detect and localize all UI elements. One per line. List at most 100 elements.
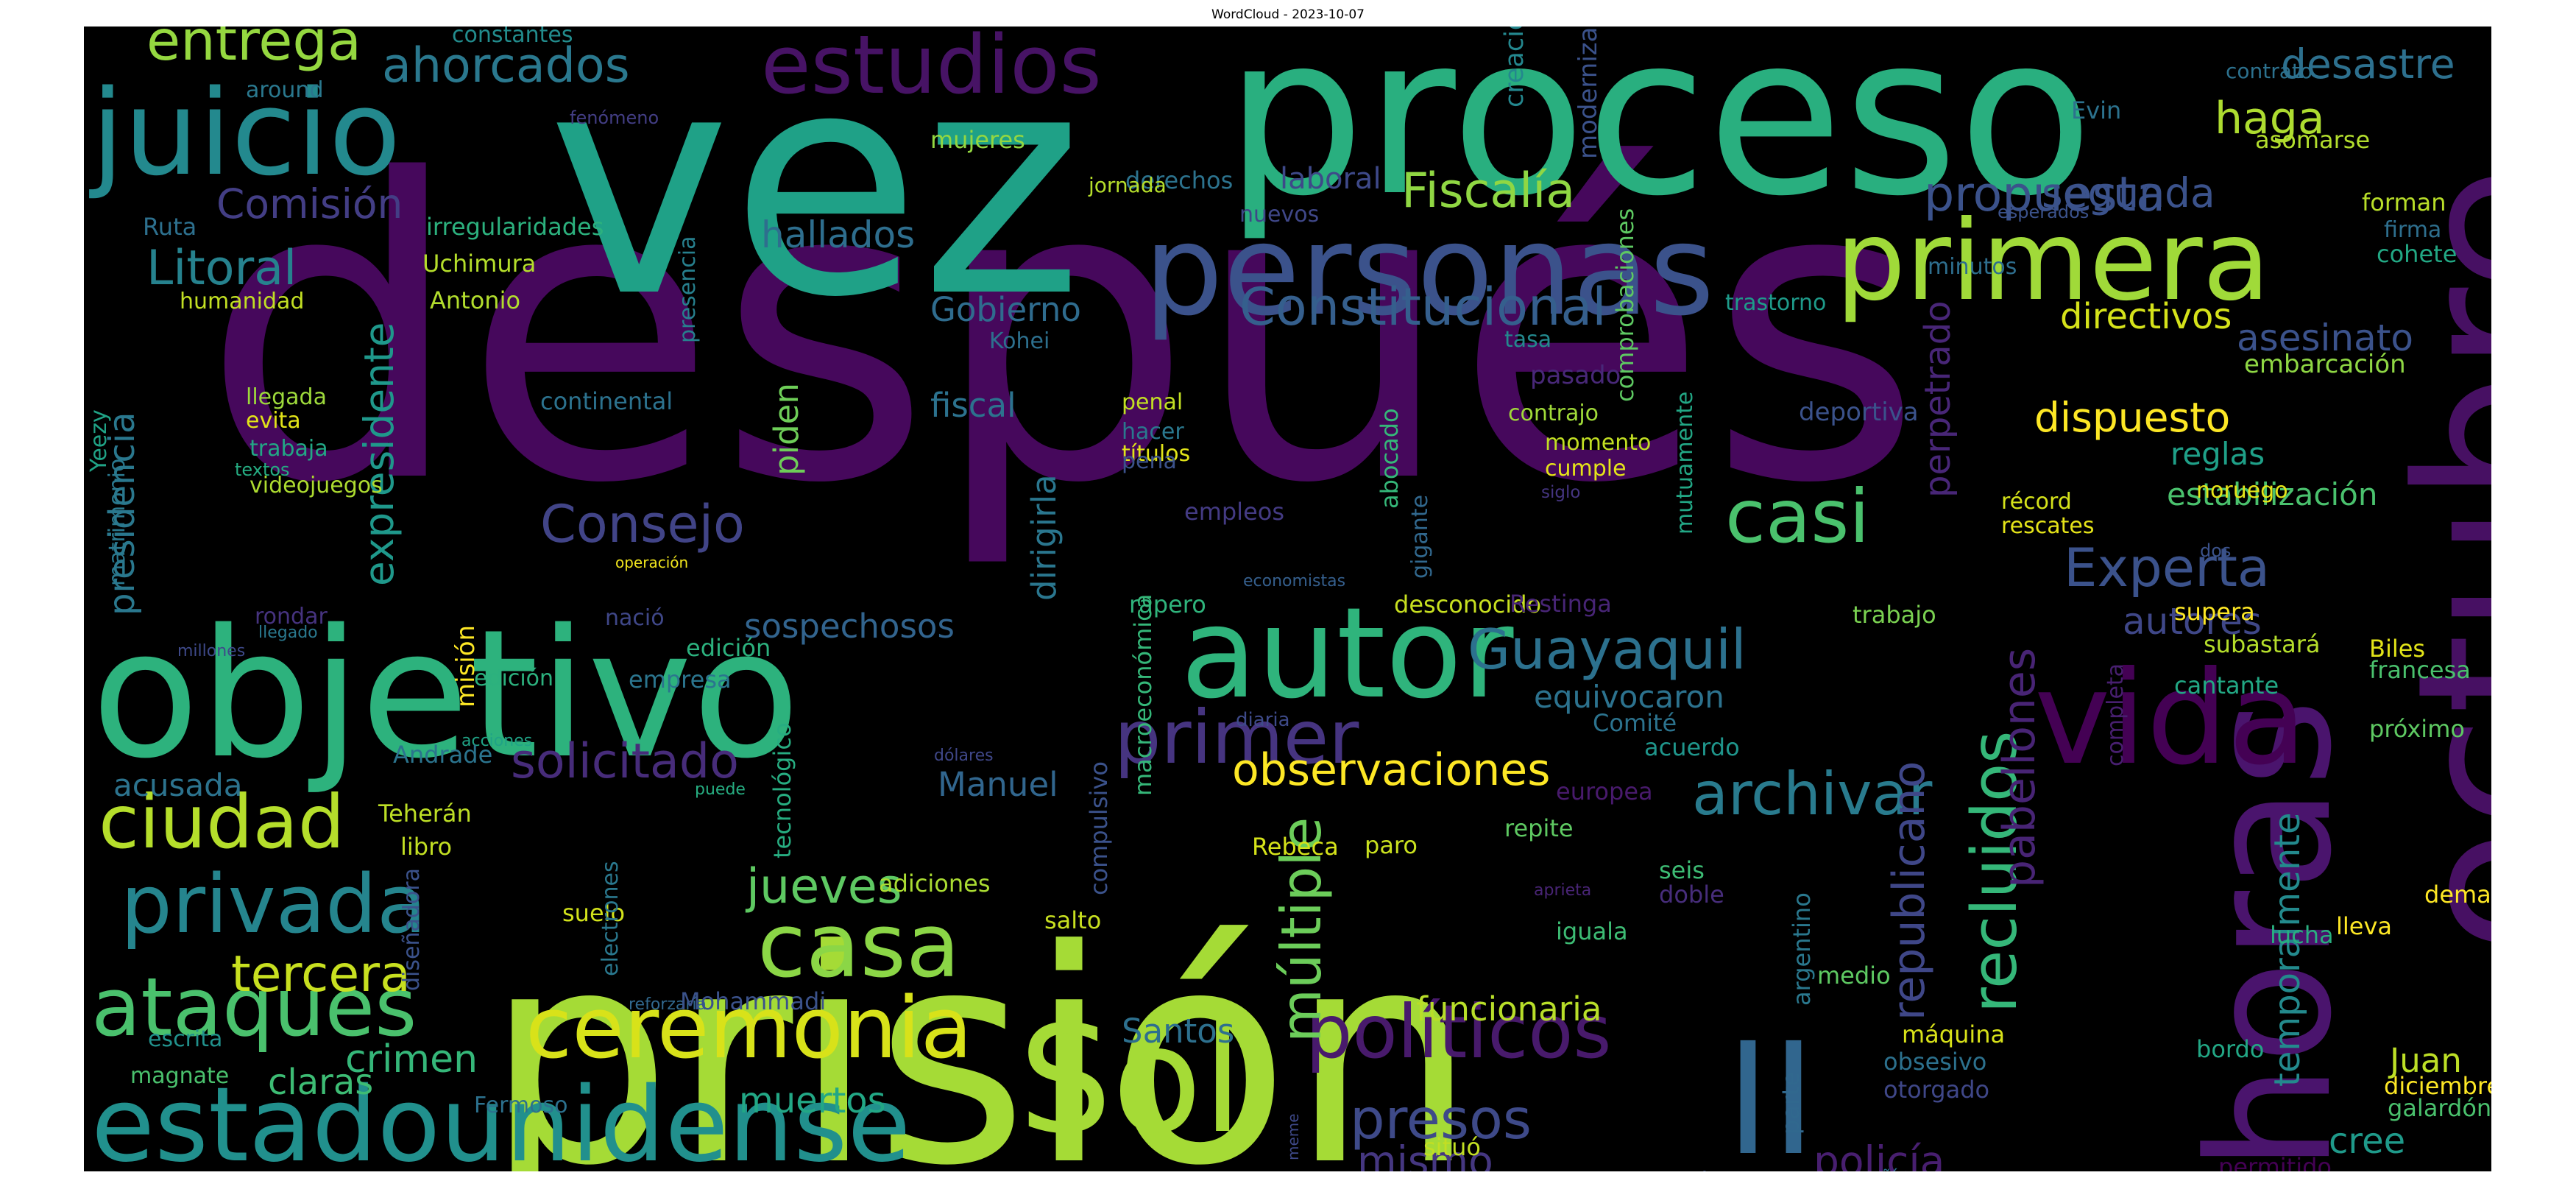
- word-jueves: jueves: [745, 859, 902, 914]
- word-francesa: francesa: [2369, 656, 2471, 684]
- word-mutuamente: mutuamente: [1672, 392, 1698, 535]
- word-horas: horas: [2173, 699, 2369, 1171]
- word-creacion: creación: [1500, 27, 1529, 107]
- word-expresidente: expresidente: [355, 322, 403, 586]
- word-derechos: derechos: [1125, 166, 1233, 194]
- word-deportiva: deportiva: [1799, 398, 1919, 427]
- word-argentino: argentino: [1788, 892, 1816, 1006]
- word-diciembre: diciembre: [2384, 1072, 2491, 1100]
- word-jornada: jornada: [1088, 173, 1167, 197]
- word-suelo: suelo: [562, 899, 625, 927]
- word-vida: vida: [2034, 644, 2307, 794]
- word-edicion: edición: [686, 634, 771, 662]
- word-asomarse: asomarse: [2255, 126, 2370, 154]
- word-guayaquil: Guayaquil: [1468, 617, 1747, 682]
- word-completa: completa: [2103, 663, 2129, 766]
- word-octubre: octubre: [2374, 166, 2491, 954]
- word-around: around: [246, 77, 323, 103]
- word-momento: momento: [1545, 430, 1651, 456]
- word-repite: repite: [1504, 814, 1574, 842]
- word-fiscalia: Fiscalía: [1401, 163, 1575, 219]
- word-mision: misión: [451, 625, 481, 708]
- word-matrimonio: matrimonio: [105, 459, 130, 586]
- word-europea: europea: [1556, 777, 1653, 805]
- word-compania: compañía: [1821, 1166, 1908, 1171]
- word-subastara: subastará: [2204, 630, 2320, 658]
- word-dolares: dólares: [934, 747, 994, 765]
- word-comision: Comisión: [216, 180, 403, 228]
- word-biles: Biles: [2369, 635, 2425, 663]
- word-firma: firma: [2384, 217, 2441, 243]
- word-ceremonia: ceremonia: [526, 979, 972, 1078]
- word-yeezy: Yeezy: [86, 409, 112, 473]
- word-comprobaciones: comprobaciones: [1611, 208, 1639, 402]
- word-manuel: Manuel: [938, 765, 1058, 804]
- word-presidencia: presidencia: [102, 412, 143, 616]
- word-salto: salto: [1044, 906, 1101, 934]
- word-minutos: minutos: [1928, 254, 2017, 280]
- word-hacer: hacer: [1122, 419, 1184, 445]
- word-propuesta: propuesta: [1924, 167, 2165, 222]
- word-estabilizacion: estabilización: [2167, 476, 2377, 512]
- word-prision: prisión: [485, 888, 1476, 1171]
- word-personas: personas: [1144, 198, 1714, 344]
- word-cree: cree: [2329, 1121, 2405, 1162]
- word-meme: meme: [1284, 1113, 1302, 1160]
- word-continental: continental: [540, 387, 673, 415]
- word-dirigirla: dirigirla: [1025, 474, 1064, 601]
- word-uchimura: Uchimura: [422, 250, 536, 278]
- word-proceso: proceso: [1225, 27, 2093, 244]
- word-hallados: hallados: [761, 214, 915, 256]
- word-rondar: rondar: [255, 604, 328, 629]
- word-temporalmente: temporalmente: [2267, 813, 2308, 1087]
- word-permitido: permitido: [2218, 1153, 2332, 1171]
- word-juicio: juicio: [89, 64, 401, 202]
- word-sol: Sol: [1019, 995, 1243, 1166]
- word-millones: millones: [177, 642, 245, 660]
- word-mohammadi: Mohammadi: [680, 987, 826, 1015]
- word-videojuegos: videojuegos: [250, 473, 383, 498]
- word-experta: Experta: [2064, 537, 2270, 599]
- word-solicitado: solicitado: [511, 734, 739, 789]
- word-embarcacion: embarcación: [2244, 350, 2406, 379]
- word-montevideo: Montevideo: [1282, 1168, 1420, 1171]
- word-autores: autores: [2123, 600, 2262, 643]
- word-privada: privada: [121, 857, 426, 951]
- word-proximo: próximo: [2369, 715, 2465, 743]
- chart-title: WordCloud - 2023-10-07: [1211, 7, 1365, 22]
- word-juan: Juan: [2388, 1041, 2462, 1080]
- word-kohei: Kohei: [989, 328, 1050, 354]
- word-otorgado: otorgado: [1883, 1076, 1989, 1104]
- word-trastorno: trastorno: [1725, 290, 1826, 316]
- word-crimen: crimen: [345, 1037, 478, 1082]
- word-sospechosos: sospechosos: [744, 607, 955, 646]
- word-mujeres: mujeres: [930, 126, 1025, 154]
- word-ii: II: [1725, 1009, 1816, 1171]
- word-seis: seis: [1659, 856, 1705, 884]
- word-doble: doble: [1659, 881, 1724, 909]
- word-restinga: Restinga: [1510, 590, 1612, 618]
- word-libro: libro: [400, 833, 452, 861]
- word-primer: primer: [1114, 694, 1359, 780]
- word-disenadora: diseñadora: [399, 868, 425, 991]
- word-directivos: directivos: [2060, 296, 2232, 337]
- word-gobierno: Gobierno: [930, 290, 1081, 329]
- word-estadounidense: estadounidense: [91, 1065, 910, 1171]
- word-modernizacion: modernización: [1574, 27, 1603, 159]
- word-bordo: bordo: [2196, 1035, 2264, 1063]
- word-estudios: estudios: [761, 27, 1102, 112]
- word-pabellones: pabellones: [1994, 648, 2045, 888]
- word-entrega: entrega: [146, 27, 361, 73]
- word-muelle: muelle: [1050, 1168, 1130, 1171]
- word-noruego: noruego: [2196, 478, 2288, 504]
- word-rapero: rapero: [1129, 590, 1206, 618]
- word-conviviendo: conviviendo: [2358, 1168, 2491, 1171]
- word-reglas: reglas: [2170, 436, 2265, 472]
- word-claras: claras: [268, 1062, 373, 1103]
- word-trabaja: trabaja: [250, 436, 328, 462]
- word-autor: autor: [1181, 581, 1514, 727]
- word-contrato: contrato: [2226, 59, 2313, 83]
- word-nacio: nació: [605, 605, 665, 631]
- word-magnate: magnate: [130, 1063, 229, 1089]
- word-archivar: archivar: [1692, 760, 1932, 828]
